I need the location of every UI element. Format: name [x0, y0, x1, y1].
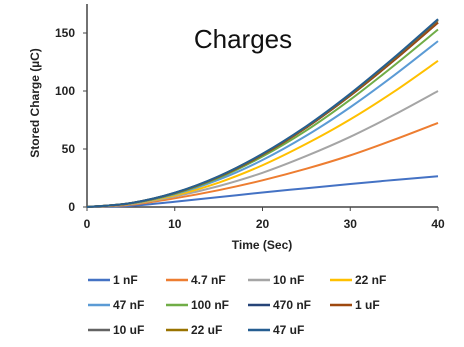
series-line-2	[86, 90, 439, 208]
legend-label-6: 470 nF	[273, 298, 311, 312]
x-axis-title: Time (Sec)	[232, 238, 292, 252]
x-tick-label: 10	[168, 217, 182, 231]
legend-label-7: 1 uF	[355, 298, 380, 312]
y-tick-label: 150	[55, 26, 75, 40]
x-tick-label: 0	[84, 217, 91, 231]
legend-label-8: 10 uF	[113, 323, 144, 337]
legend-label-1: 4.7 nF	[191, 273, 226, 287]
series-line-10	[86, 18, 439, 208]
x-tick-label: 40	[431, 217, 445, 231]
legend-label-2: 10 nF	[273, 273, 304, 287]
axis-ticks: 0 10 20 30 40 0 50 100 150	[55, 26, 445, 231]
y-axis-title: Stored Charge (µC)	[28, 48, 42, 158]
y-tick-label: 0	[68, 200, 75, 214]
series-lines	[86, 18, 439, 208]
x-tick-label: 20	[256, 217, 270, 231]
chart-title: Charges	[194, 24, 292, 54]
legend-label-5: 100 nF	[191, 298, 229, 312]
legend-label-9: 22 uF	[191, 323, 222, 337]
x-tick-label: 30	[344, 217, 358, 231]
legend-label-10: 47 uF	[273, 323, 304, 337]
legend-label-0: 1 nF	[113, 273, 138, 287]
y-tick-label: 50	[62, 142, 76, 156]
series-line-0	[86, 175, 439, 208]
legend-label-4: 47 nF	[113, 298, 144, 312]
chart-legend: 1 nF 4.7 nF 10 nF 22 nF 47 nF 100 nF 470 nF 1 u…	[88, 273, 386, 337]
legend-label-3: 22 nF	[355, 273, 386, 287]
y-tick-label: 100	[55, 84, 75, 98]
